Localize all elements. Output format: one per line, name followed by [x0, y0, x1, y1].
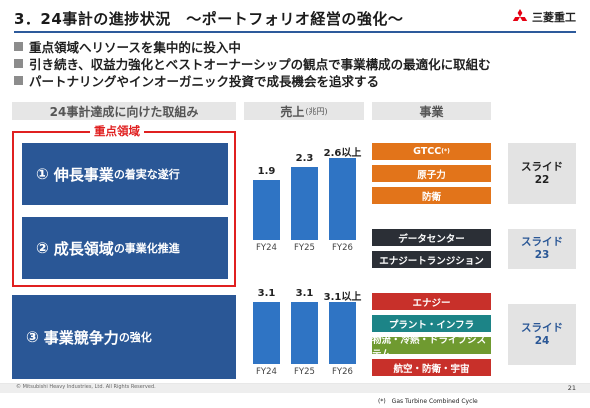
- x-tick-label: FY24: [256, 243, 277, 253]
- copyright: © Mitsubishi Heavy Industries, Ltd. All …: [16, 384, 156, 390]
- bar-fy24: [253, 179, 280, 240]
- column-header-sales: 売上 (兆円): [244, 102, 364, 120]
- x-tick-label: FY26: [332, 243, 353, 253]
- column-header-unit: (兆円): [305, 106, 328, 116]
- bullet-text: 重点領域へリソースを集中的に投入中: [29, 40, 241, 55]
- logo-text: 三菱重工: [532, 11, 576, 24]
- bullet-item: パートナリングやインオーガニック投資で成長機会を追求する: [14, 72, 576, 89]
- initiative-number: ①: [36, 165, 49, 183]
- initiative-growth-business: ① 伸長事業 の着実な遂行: [22, 143, 228, 205]
- business-label: GTCC: [413, 146, 442, 157]
- business-label: エナジー: [412, 297, 451, 309]
- initiative-number: ③: [26, 328, 39, 346]
- slide-number: 22: [534, 173, 550, 186]
- initiative-title: 伸長事業: [53, 165, 114, 184]
- x-tick-label: FY24: [256, 367, 277, 377]
- focus-area-label: 重点領域: [90, 123, 144, 139]
- bullet-text: 引き続き、収益力強化とベストオーナーシップの観点で事業構成の最適化に取組む: [29, 57, 491, 72]
- x-tick-label: FY25: [294, 367, 315, 377]
- initiative-subtitle: の事業化推進: [113, 242, 180, 255]
- business-plant-infra: プラント・インフラ: [372, 315, 491, 332]
- bullet-text: パートナリングやインオーガニック投資で成長機会を追求する: [29, 74, 380, 89]
- initiative-subtitle: の着実な遂行: [113, 168, 180, 181]
- slide-reference-22[interactable]: スライド 22: [508, 143, 576, 204]
- bullet-item: 重点領域へリソースを集中的に投入中: [14, 38, 576, 55]
- page-title: 3．24事計の進捗状況 ～ポートフォリオ経営の強化～: [14, 10, 404, 28]
- initiative-title: 成長領域: [53, 239, 114, 258]
- bar-fy26: [329, 157, 356, 240]
- initiative-subtitle: の強化: [118, 331, 152, 344]
- column-header-business: 事業: [372, 102, 491, 120]
- business-label: 航空・防衛・宇宙: [393, 363, 470, 375]
- footer-bar: [0, 383, 590, 393]
- column-header-text: 24事計達成に向けた取組み: [49, 104, 199, 119]
- initiative-title: 事業競争力: [43, 328, 119, 347]
- business-energy-transition: エナジートランジション: [372, 251, 491, 268]
- bar-fy24: [253, 302, 280, 364]
- summary-bullets: 重点領域へリソースを集中的に投入中 引き続き、収益力強化とベストオーナーシップの…: [14, 38, 576, 89]
- data-label: 3.1以上: [323, 292, 362, 303]
- company-logo: 三菱重工: [512, 9, 576, 25]
- business-label: プラント・インフラ: [388, 319, 475, 331]
- footnote: (*) Gas Turbine Combined Cycle: [378, 398, 478, 405]
- slide-label: スライド: [521, 321, 563, 334]
- business-label: 原子力: [417, 169, 446, 181]
- data-label: 3.1: [295, 288, 314, 299]
- data-label: 3.1: [257, 288, 276, 299]
- data-label: 2.6以上: [323, 147, 362, 159]
- column-header-initiatives: 24事計達成に向けた取組み: [12, 102, 236, 120]
- slide-label: スライド: [521, 160, 563, 173]
- bar-fy25: [291, 167, 318, 240]
- bar-fy25: [291, 302, 318, 364]
- square-bullet-icon: [14, 42, 23, 51]
- page-number: 21: [567, 384, 576, 392]
- business-label: 物流・冷熱・ドライブシステム: [372, 334, 487, 360]
- sales-chart-focus: 1.9 FY24 2.3 FY25 2.6以上 FY26: [244, 140, 364, 260]
- data-label: 1.9: [257, 165, 276, 177]
- bar-fy26: [329, 302, 356, 364]
- business-label: エナジートランジション: [379, 255, 484, 267]
- business-gtcc: GTCC (*): [372, 143, 491, 160]
- square-bullet-icon: [14, 76, 23, 85]
- business-label: 防衛: [421, 191, 441, 203]
- slide-reference-23[interactable]: スライド 23: [508, 229, 576, 269]
- slide-label: スライド: [521, 236, 563, 248]
- business-defense: 防衛: [372, 187, 491, 204]
- square-bullet-icon: [14, 59, 23, 68]
- initiative-competitiveness: ③ 事業競争力 の強化: [12, 295, 236, 379]
- business-data-center: データセンター: [372, 229, 491, 246]
- business-logistics: 物流・冷熱・ドライブシステム: [372, 335, 491, 360]
- title-divider: [14, 31, 576, 33]
- sales-chart-competitiveness: 3.1 FY24 3.1 FY25 3.1以上 FY26: [244, 288, 364, 381]
- x-tick-label: FY26: [332, 367, 353, 377]
- column-header-text: 売上: [280, 104, 305, 119]
- data-label: 2.3: [295, 153, 314, 165]
- business-aero-defense-space: 航空・防衛・宇宙: [372, 359, 491, 376]
- initiative-number: ②: [36, 239, 49, 257]
- business-nuclear: 原子力: [372, 165, 491, 182]
- footnote-mark: (*): [441, 148, 450, 155]
- slide-number: 23: [534, 249, 550, 261]
- x-tick-label: FY25: [294, 243, 315, 253]
- three-diamonds-icon: [512, 9, 528, 21]
- initiative-growth-area: ② 成長領域 の事業化推進: [22, 217, 228, 279]
- slide-number: 24: [534, 334, 550, 347]
- bullet-item: 引き続き、収益力強化とベストオーナーシップの観点で事業構成の最適化に取組む: [14, 55, 576, 72]
- column-header-text: 事業: [419, 104, 444, 119]
- business-energy: エナジー: [372, 293, 491, 310]
- slide-reference-24[interactable]: スライド 24: [508, 304, 576, 365]
- business-label: データセンター: [398, 233, 465, 245]
